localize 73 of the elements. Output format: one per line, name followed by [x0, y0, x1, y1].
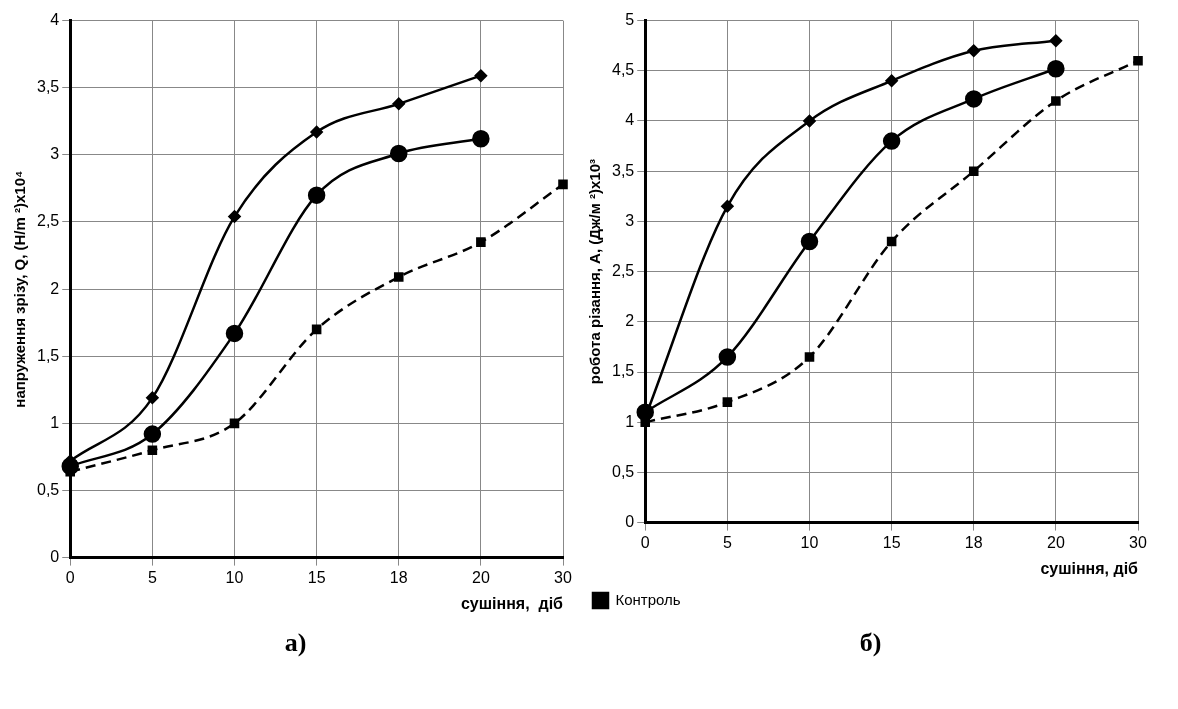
point [393, 272, 404, 282]
point [721, 200, 734, 213]
point [804, 352, 815, 362]
y-tick-label: 1,5 [36, 346, 60, 364]
point [390, 144, 408, 163]
y-tick-label: 2,5 [611, 262, 635, 280]
point [472, 129, 490, 148]
x-tick-label: 0 [640, 533, 650, 551]
y-tick-label: 0 [50, 548, 60, 566]
point [146, 391, 159, 405]
point [965, 90, 983, 108]
y-tick-label: 1 [50, 413, 60, 431]
x-tick-label: 30 [1129, 533, 1147, 551]
y-axis-title: робота різання, А, (Дж/м ²)x10³ [586, 158, 604, 385]
point [229, 418, 240, 429]
point [1051, 96, 1061, 106]
x-tick-label: 18 [964, 533, 983, 551]
point [143, 425, 162, 443]
x-tick-label: 0 [65, 568, 75, 586]
y-tick-label: 0,5 [611, 462, 635, 480]
x-tick-label: 15 [307, 568, 326, 586]
point [800, 232, 819, 251]
point [718, 348, 737, 366]
x-axis-title: сушіння, діб [1040, 559, 1139, 577]
x-tick-label: 5 [147, 568, 157, 586]
y-axis-title: напруження зрізу, Q, (Н/m ²)x10⁴ [11, 170, 29, 408]
point [228, 210, 241, 223]
x-tick-label: 10 [800, 533, 819, 551]
point [803, 114, 816, 128]
x-tick-label: 10 [225, 568, 244, 586]
legend-label: Контроль [615, 590, 681, 608]
point [311, 324, 322, 335]
point [307, 186, 326, 204]
point [886, 236, 897, 247]
text: б) [858, 628, 883, 658]
point [1133, 55, 1143, 66]
y-tick-label: 3,5 [36, 78, 60, 96]
point [722, 397, 733, 407]
y-tick-label: 0 [625, 513, 635, 531]
point [882, 132, 901, 150]
x-axis-title: сушіння, діб [460, 594, 564, 612]
point [392, 97, 405, 111]
point [147, 445, 158, 455]
point [476, 237, 486, 247]
y-tick-label: 0,5 [36, 480, 60, 498]
y-tick-label: 3 [625, 211, 635, 229]
point [474, 69, 488, 82]
y-tick-label: 3 [50, 145, 60, 163]
y-tick-label: 4,5 [611, 61, 635, 79]
x-tick-label: 15 [882, 533, 901, 551]
x-tick-label: 18 [389, 568, 408, 586]
point [968, 166, 979, 176]
text: а) [283, 628, 308, 658]
point [1049, 34, 1063, 47]
point [885, 74, 898, 88]
x-tick-label: 20 [1046, 533, 1065, 551]
y-tick-label: 2 [50, 279, 60, 297]
x-tick-label: 20 [471, 568, 490, 586]
point [225, 324, 244, 343]
point [967, 44, 980, 57]
y-tick-label: 4 [50, 11, 60, 29]
y-tick-label: 1 [625, 412, 635, 430]
y-tick-label: 4 [625, 111, 635, 129]
point [310, 125, 323, 139]
point [1047, 60, 1065, 78]
point [558, 179, 568, 190]
y-tick-label: 2 [625, 312, 635, 330]
y-tick-label: 1,5 [611, 362, 635, 380]
y-tick-label: 5 [625, 11, 635, 29]
x-tick-label: 30 [554, 568, 572, 586]
y-tick-label: 2,5 [36, 212, 60, 230]
y-tick-label: 3,5 [611, 161, 635, 179]
x-tick-label: 5 [722, 533, 732, 551]
